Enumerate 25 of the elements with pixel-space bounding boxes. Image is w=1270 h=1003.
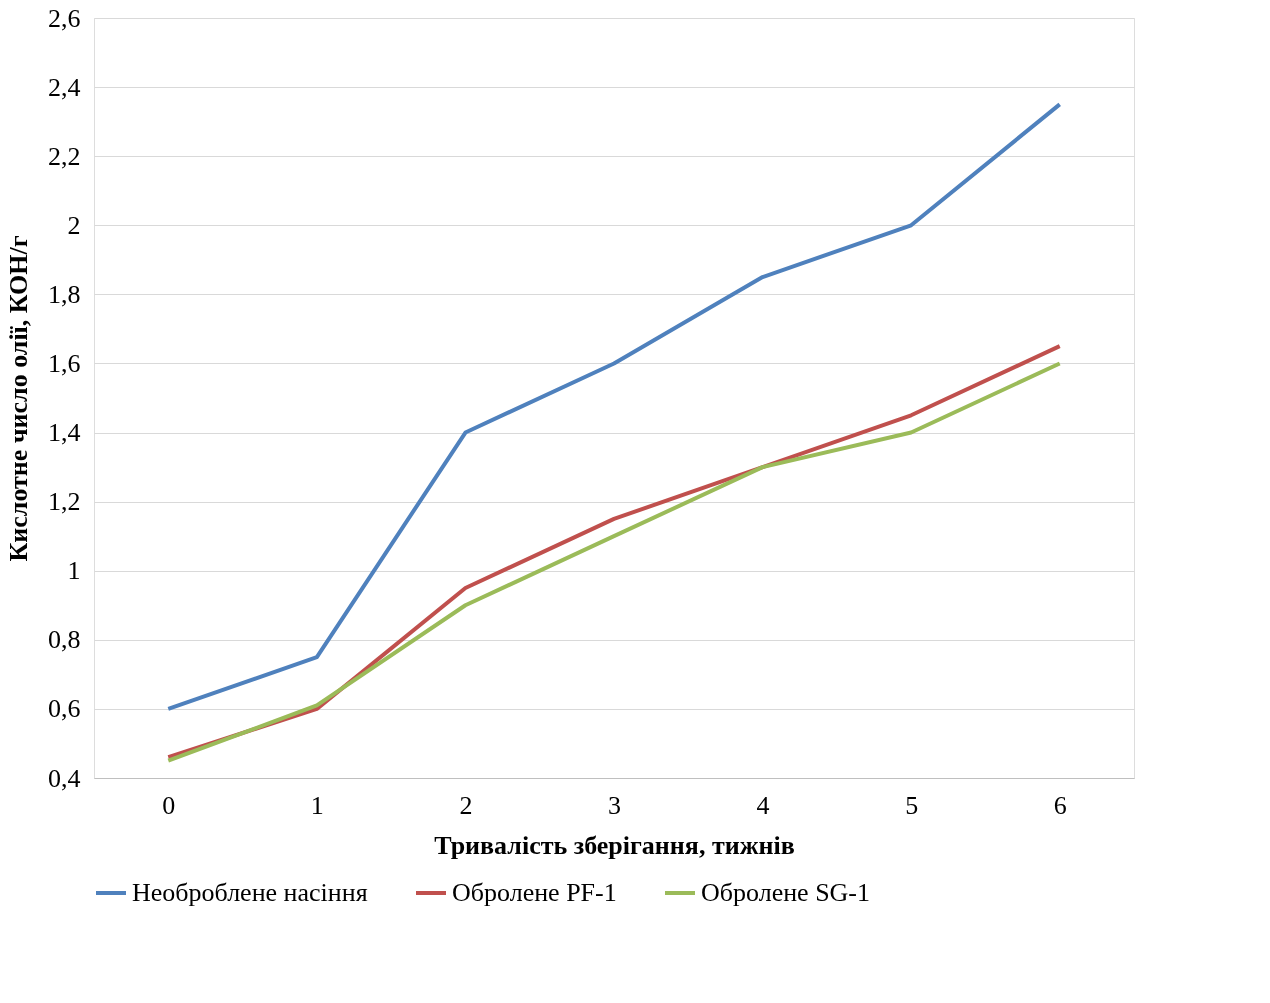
x-tick-label: 2 (459, 790, 473, 820)
x-tick-label: 6 (1053, 790, 1067, 820)
legend-label: Обролене SG-1 (701, 878, 871, 907)
y-tick-label: 0,6 (48, 694, 81, 724)
x-tick-label: 5 (905, 790, 919, 820)
line-series (166, 102, 1062, 711)
y-tick-label: 1,2 (48, 487, 81, 517)
y-tick-label: 1,8 (48, 279, 81, 309)
y-tick-label: 2,4 (48, 72, 81, 102)
y-tick-label: 0,8 (48, 625, 81, 655)
y-tick-label: 0,4 (48, 763, 81, 793)
y-tick-label: 1 (67, 556, 81, 586)
x-tick-label: 1 (310, 790, 324, 820)
y-tick-label: 1,4 (48, 418, 81, 448)
y-tick-label: 1,6 (48, 348, 81, 378)
x-axis-title: Тривалість зберігання, тижнів (434, 830, 795, 860)
x-tick-label: 0 (162, 790, 176, 820)
y-tick-label: 2 (67, 210, 81, 240)
legend-label: Обролене PF-1 (452, 878, 617, 907)
x-tick-label: 3 (608, 790, 621, 820)
x-tick-label: 4 (756, 790, 770, 820)
legend-label: Необроблене насіння (132, 878, 368, 907)
y-axis-title: Кислотне число олії, КОН/г (4, 235, 33, 562)
y-tick-label: 2,2 (48, 141, 81, 171)
y-tick-label: 2,6 (48, 3, 81, 33)
